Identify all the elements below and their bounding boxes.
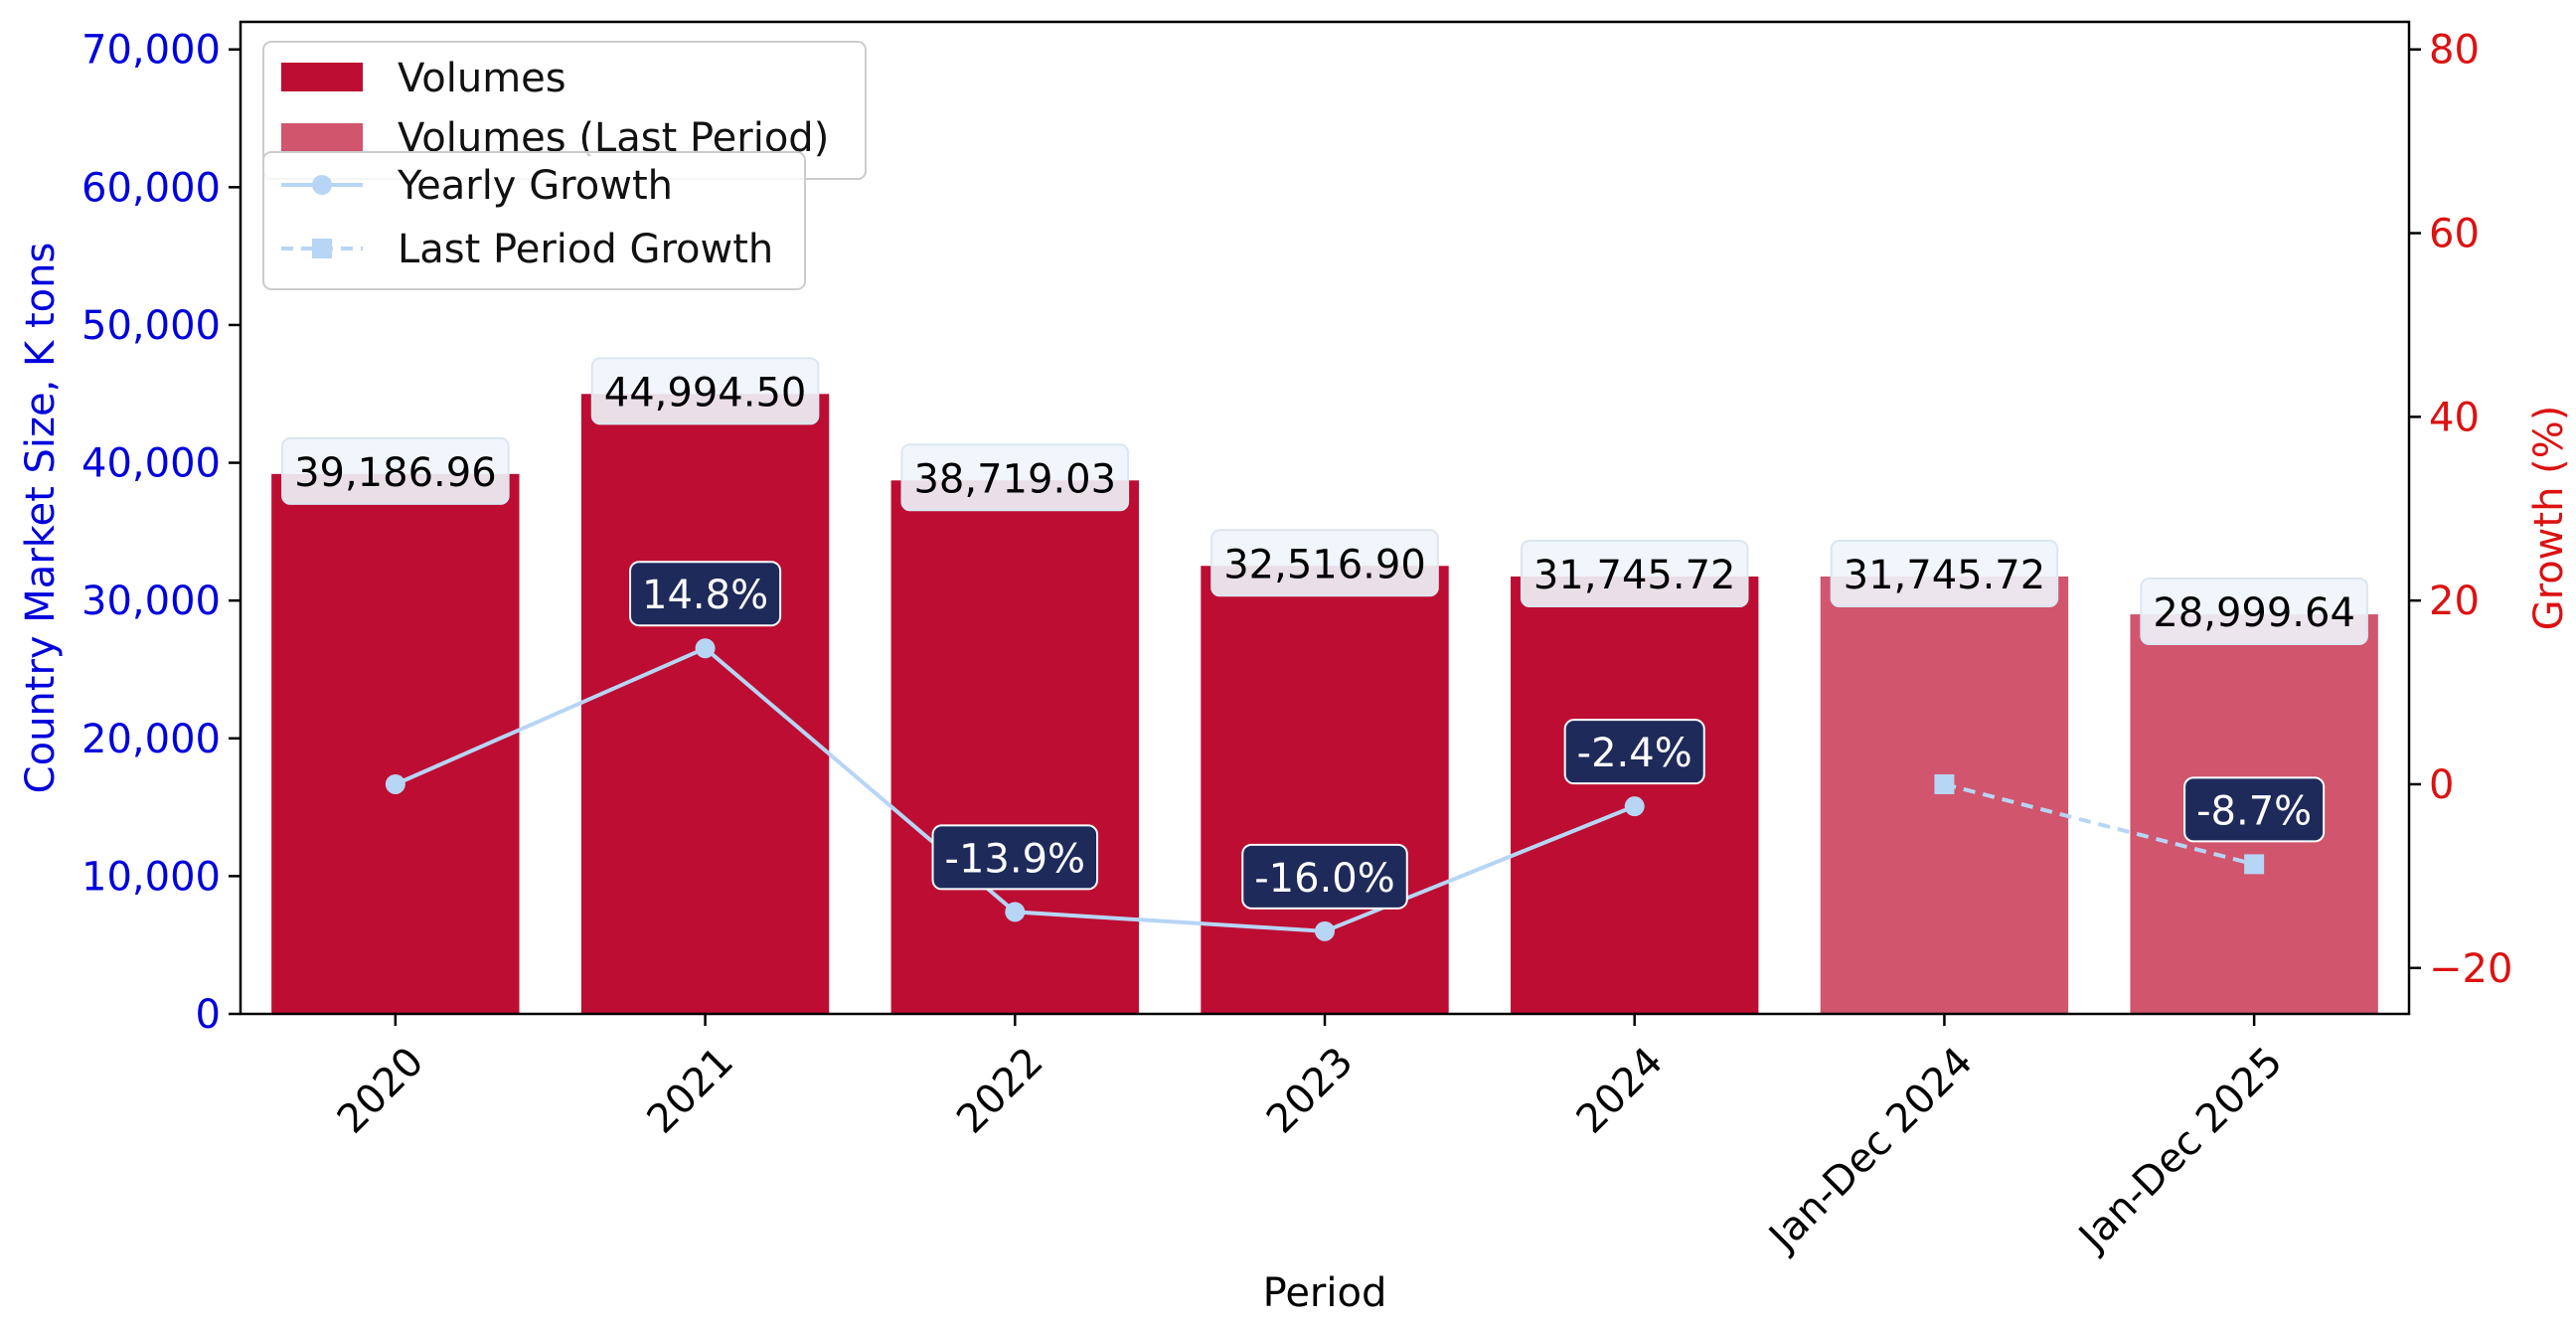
growth-label-yearly-growth-2022: -13.9% — [931, 824, 1099, 891]
x-tick-label-2023: 2023 — [1258, 1039, 1363, 1143]
bar-value-label-2023: 32,516.90 — [1210, 529, 1439, 597]
left-tick-label: 10,000 — [81, 854, 221, 900]
bar-value-label-2022: 38,719.03 — [900, 443, 1130, 512]
right-tick-label: 80 — [2429, 28, 2480, 74]
bar-value-text: 31,745.72 — [1844, 553, 2046, 598]
right-axis-title: Growth (%) — [2526, 406, 2572, 631]
marker-yearly-growth-2024 — [1624, 796, 1645, 817]
bar-value-text: 39,186.96 — [294, 450, 497, 496]
growth-label-box — [1563, 719, 1705, 785]
line-last-period-growth — [1943, 782, 2255, 867]
growth-label-box — [931, 824, 1099, 891]
bar-2024 — [1511, 576, 1759, 1014]
marker-last-period-growth-jan-dec-2024 — [1934, 773, 1955, 794]
bar-value-box — [2140, 578, 2368, 646]
bar-2021 — [580, 394, 830, 1014]
left-tick-label: 60,000 — [81, 165, 221, 211]
right-tick-label: 60 — [2429, 212, 2480, 257]
bars-layer — [271, 394, 2378, 1014]
growth-label-box — [2183, 776, 2326, 843]
legend-swatch-volumes-last-period — [281, 123, 363, 152]
bar-value-text: 31,745.72 — [1533, 553, 1736, 598]
bar-value-text: 38,719.03 — [913, 456, 1116, 502]
growth-label-yearly-growth-2024: -2.4% — [1563, 719, 1705, 785]
growth-label-text: -13.9% — [945, 836, 1086, 882]
x-tick-label-2021: 2021 — [638, 1039, 742, 1143]
bar-value-label-2020: 39,186.96 — [281, 436, 510, 505]
left-tick-label: 50,000 — [81, 303, 221, 349]
legend-label-last-period-growth: Last Period Growth — [398, 227, 773, 272]
legend-lines-box — [262, 151, 806, 290]
bar-value-box — [281, 436, 510, 505]
growth-labels-layer: 14.8% -13.9% -16.0% -2.4% -8.7% — [629, 561, 2326, 910]
bar-2020 — [271, 473, 520, 1014]
bar-value-box — [590, 357, 820, 425]
bar-value-label-jan-dec-2025: 28,999.64 — [2140, 578, 2368, 646]
growth-label-box — [629, 561, 782, 627]
bar-2023 — [1201, 566, 1449, 1014]
left-tick-label: 0 — [196, 992, 221, 1038]
bar-value-label-jan-dec-2024: 31,745.72 — [1830, 539, 2059, 607]
left-tick-label: 70,000 — [81, 28, 221, 74]
bar-value-box — [1520, 539, 1749, 607]
marker-yearly-growth-2021 — [695, 638, 716, 659]
growth-lines-layer — [385, 638, 2265, 941]
x-tick-label-2024: 2024 — [1568, 1039, 1673, 1143]
bar-labels-layer: 39,186.96 44,994.50 38,719.03 32,516.90 31,7… — [281, 357, 2368, 646]
growth-label-yearly-growth-2023: -16.0% — [1241, 843, 1408, 910]
legend-marker-last-period-growth — [312, 239, 332, 258]
right-tick-label: −20 — [2429, 946, 2512, 992]
x-axis-title: Period — [1263, 1270, 1387, 1316]
x-tick-label-jan-dec-2024: Jan-Dec 2024 — [1759, 1039, 1982, 1261]
marker-yearly-growth-2020 — [385, 773, 405, 794]
growth-label-text: 14.8% — [642, 573, 768, 618]
bar-value-text: 28,999.64 — [2153, 590, 2355, 636]
left-tick-label: 30,000 — [81, 579, 221, 624]
bar-value-label-2024: 31,745.72 — [1520, 539, 1749, 607]
bar-value-box — [1210, 529, 1439, 597]
marker-yearly-growth-2023 — [1315, 920, 1335, 941]
growth-label-text: -8.7% — [2196, 788, 2312, 834]
legend-marker-yearly-growth — [312, 175, 332, 195]
growth-label-last-period-growth-jan-dec-2025: -8.7% — [2183, 776, 2326, 843]
left-tick-label: 40,000 — [81, 441, 221, 487]
legend-swatch-volumes — [281, 63, 363, 91]
right-tick-label: 20 — [2429, 579, 2480, 624]
bar-value-text: 32,516.90 — [1223, 542, 1426, 587]
left-tick-label: 20,000 — [81, 717, 221, 762]
bar-2022 — [890, 480, 1139, 1014]
right-tick-label: 40 — [2429, 395, 2480, 440]
bar-value-box — [900, 443, 1130, 512]
legend-label-yearly-growth: Yearly Growth — [397, 163, 673, 209]
x-axis: 2020 2021 2022 2023 2024 Jan-Dec 2024 Jan-Dec … — [329, 1014, 2292, 1261]
legend-label-volumes: Volumes — [398, 56, 566, 101]
legend-lines: Yearly Growth Last Period Growth — [262, 151, 806, 290]
bar-value-label-2021: 44,994.50 — [590, 357, 820, 425]
marker-yearly-growth-2022 — [1005, 902, 1026, 922]
x-tick-label-2022: 2022 — [948, 1039, 1052, 1143]
right-tick-label: 0 — [2429, 762, 2454, 808]
growth-label-box — [1241, 843, 1408, 910]
bar-jan-dec-2024 — [1820, 576, 2069, 1014]
marker-last-period-growth-jan-dec-2025 — [2244, 854, 2265, 875]
left-y-axis: 0 10,000 20,000 30,000 40,000 50,000 60,000 70,… — [81, 28, 241, 1038]
growth-label-text: -16.0% — [1254, 856, 1395, 902]
growth-label-yearly-growth-2021: 14.8% — [629, 561, 782, 627]
bar-value-box — [1830, 539, 2059, 607]
bar-value-text: 44,994.50 — [604, 370, 807, 416]
left-axis-title: Country Market Size, K tons — [18, 243, 64, 794]
x-tick-label-2020: 2020 — [329, 1039, 433, 1143]
growth-label-text: -2.4% — [1577, 731, 1692, 776]
x-tick-label-jan-dec-2025: Jan-Dec 2025 — [2068, 1039, 2291, 1261]
right-y-axis: −20 0 20 40 60 80 — [2409, 28, 2512, 992]
